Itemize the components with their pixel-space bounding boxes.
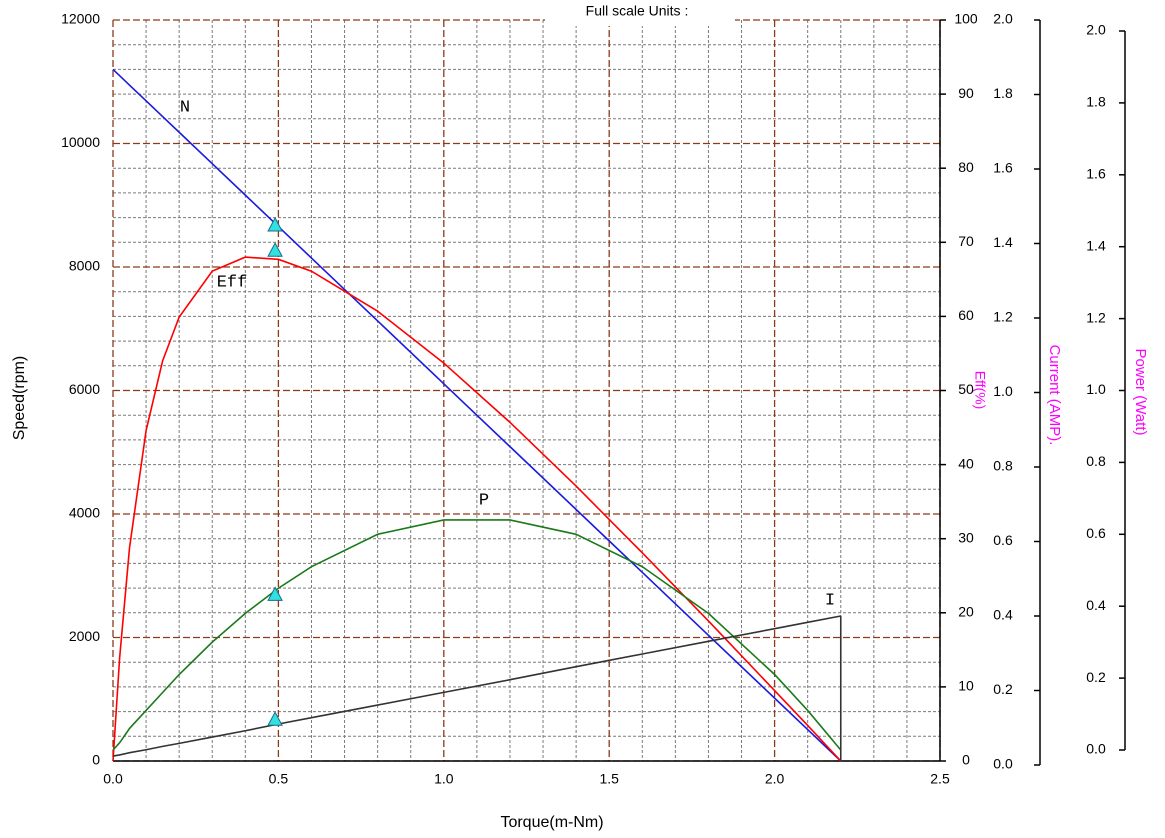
power-tick-label: 1.6: [1086, 166, 1106, 182]
power-tick-label: 0.8: [1086, 453, 1106, 469]
power-tick-label: 0.0: [1086, 741, 1106, 757]
series-line: [112, 256, 842, 762]
operating-point-marker: [267, 711, 283, 726]
current-tick-label: 0.4: [993, 607, 1013, 623]
eff-tick-label: 80: [958, 159, 974, 175]
eff-tick-label: 90: [958, 85, 974, 101]
grid: [112, 19, 941, 762]
x-tick-label: 2.0: [765, 771, 785, 787]
x-tick-label: 1.0: [434, 771, 454, 787]
eff-axis-title: Eff(%): [972, 371, 988, 410]
current-tick-label: 2.0: [993, 11, 1013, 27]
x-axis-title: Torque(m-Nm): [500, 814, 603, 831]
x-tick-label: 0.0: [103, 771, 123, 787]
series-label: P: [479, 491, 489, 510]
y-tick-label: 6000: [69, 381, 100, 397]
current-tick-label: 1.6: [993, 160, 1013, 176]
eff-tick-label: 40: [958, 455, 974, 471]
power-tick-label: 1.2: [1086, 309, 1106, 325]
x-tick-label: 2.5: [930, 771, 950, 787]
y-tick-label: 2000: [69, 628, 100, 644]
series-label: Eff: [217, 273, 248, 292]
eff-tick-label: 60: [958, 307, 974, 323]
eff-tick-label: 10: [958, 678, 974, 694]
current-tick-label: 1.8: [993, 85, 1013, 101]
series-line: [112, 68, 842, 762]
current-tick-label: 0.0: [993, 756, 1013, 772]
operating-point-marker: [267, 242, 283, 257]
current-tick-label: 1.0: [993, 383, 1013, 399]
power-tick-label: 0.2: [1086, 669, 1106, 685]
series-label: N: [180, 98, 190, 117]
power-tick-label: 0.4: [1086, 597, 1106, 613]
y-tick-label: 8000: [69, 258, 100, 274]
operating-point-marker: [267, 586, 283, 601]
series-line: [112, 519, 842, 751]
power-axis-title: Power (Watt): [1132, 349, 1149, 436]
current-tick-label: 1.2: [993, 309, 1013, 325]
operating-point-marker: [267, 216, 283, 232]
x-tick-label: 0.5: [269, 771, 289, 787]
eff-tick-label: 70: [958, 233, 974, 249]
current-tick-label: 0.6: [993, 532, 1013, 548]
current-axis-title: Current (AMP).: [1046, 345, 1063, 446]
y-tick-label: 10000: [61, 134, 100, 150]
current-tick-label: 0.8: [993, 458, 1013, 474]
series-label: I: [825, 591, 835, 610]
power-tick-label: 0.6: [1086, 525, 1106, 541]
current-tick-label: 0.2: [993, 681, 1013, 697]
eff-tick-label: 30: [958, 529, 974, 545]
y-tick-label: 0: [92, 752, 100, 768]
eff-tick-label: 100: [954, 11, 978, 27]
power-tick-label: 2.0: [1086, 22, 1106, 38]
current-tick-label: 1.4: [993, 234, 1013, 250]
power-tick-label: 1.0: [1086, 381, 1106, 397]
y-tick-label: 12000: [61, 11, 100, 27]
eff-tick-label: 0: [962, 752, 970, 768]
y-axis-title: Speed(rpm): [11, 356, 28, 440]
x-tick-label: 1.5: [599, 771, 619, 787]
series-line: [112, 615, 841, 757]
y-tick-label: 4000: [69, 505, 100, 521]
chart-title: Full scale Units :: [586, 3, 689, 19]
eff-tick-label: 50: [958, 381, 974, 397]
power-tick-label: 1.4: [1086, 237, 1106, 253]
eff-tick-label: 20: [958, 604, 974, 620]
title-background: [545, 4, 735, 26]
power-tick-label: 1.8: [1086, 94, 1106, 110]
